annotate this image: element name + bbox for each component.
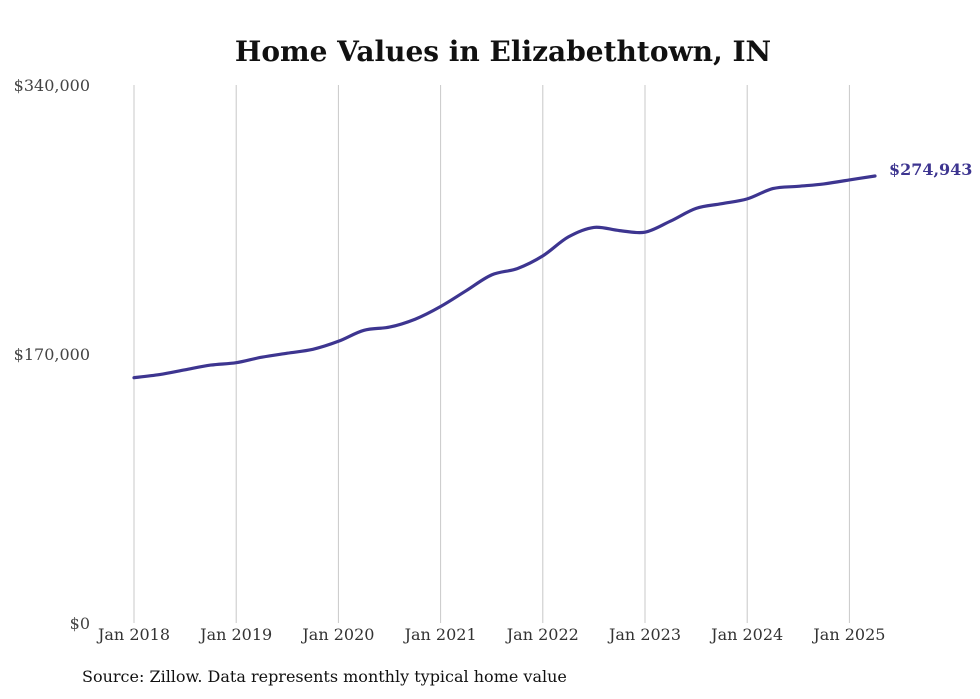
x-axis: Jan 2018 Jan 2019 Jan 2020 Jan 2021 Jan 2022… <box>96 625 885 644</box>
x-tick-label: Jan 2020 <box>300 625 374 644</box>
chart-title: Home Values in Elizabethtown, IN <box>235 35 771 68</box>
source-note: Source: Zillow. Data represents monthly … <box>82 667 567 686</box>
series-line <box>132 174 877 380</box>
x-tick-label: Jan 2019 <box>198 625 272 644</box>
y-tick-label: $340,000 <box>14 76 90 95</box>
series-layer: $274,943 <box>132 160 973 380</box>
x-tick-label: Jan 2022 <box>505 625 579 644</box>
x-tick-label: Jan 2023 <box>607 625 681 644</box>
end-value-label: $274,943 <box>889 160 973 179</box>
y-axis: $0 $170,000 $340,000 <box>14 76 90 633</box>
x-tick-label: Jan 2025 <box>811 625 885 644</box>
y-tick-label: $170,000 <box>14 345 90 364</box>
x-tick-label: Jan 2018 <box>96 625 170 644</box>
x-tick-label: Jan 2021 <box>403 625 477 644</box>
vertical-gridlines <box>133 85 850 623</box>
x-tick-label: Jan 2024 <box>709 625 783 644</box>
y-tick-label: $0 <box>70 614 90 633</box>
